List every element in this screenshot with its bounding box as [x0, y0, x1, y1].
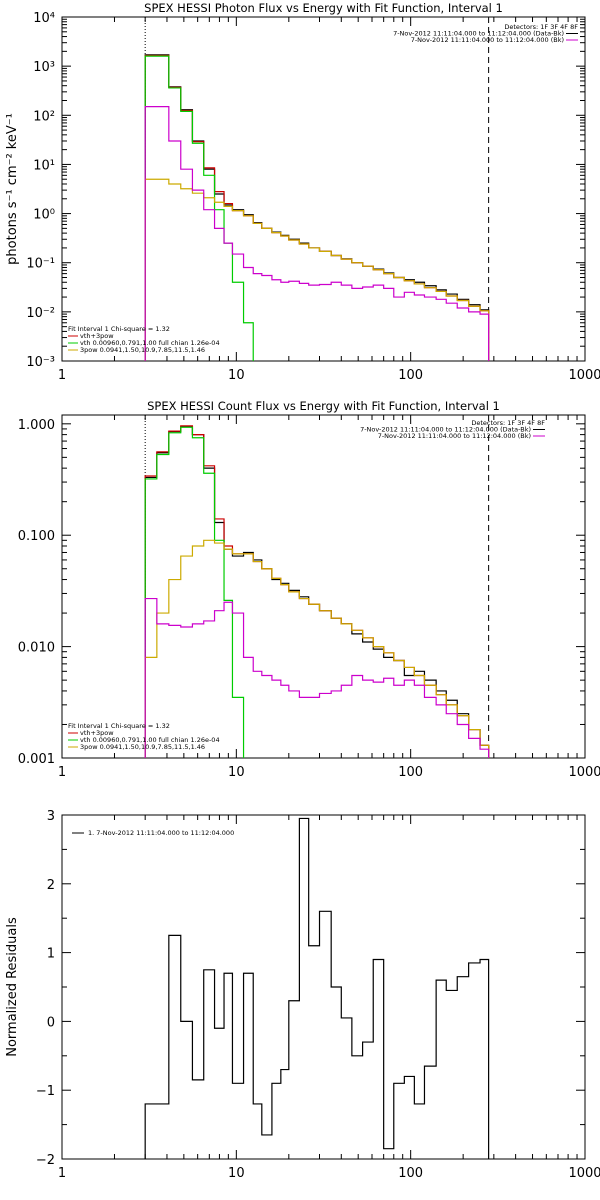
- y-tick-label: −1: [36, 1084, 55, 1099]
- x-tick-label: 100: [398, 1166, 423, 1181]
- series-vth-3pow: [144, 425, 490, 758]
- x-tick-label: 100: [398, 765, 423, 780]
- legend-bottom-left-entry: vth+3pow: [80, 332, 114, 340]
- legend-top-right-entry: Detectors: 1F 3F 4F 8F: [471, 419, 545, 427]
- series-data-bk: [144, 425, 490, 758]
- legend-bottom-left-entry: 3pow 0.0941,1.50,10.9,7.85,11.5,1.46: [80, 346, 205, 354]
- y-tick-label: 10⁴: [33, 11, 55, 26]
- plot-frame: [61, 414, 586, 759]
- x-tick-label: 1000: [568, 1166, 600, 1181]
- legend-top-right-entry: 7-Nov-2012 11:11:04.000 to 11:12:04.000 …: [360, 426, 531, 434]
- y-tick-label: 1: [47, 947, 55, 962]
- y-tick-label: −2: [36, 1153, 55, 1168]
- series-vth: [144, 55, 254, 361]
- legend-top-right-entry: 7-Nov-2012 11:11:04.000 to 11:12:04.000 …: [393, 30, 564, 38]
- legend-bottom-left-entry: Fit Interval 1 Chi-square = 1.32: [68, 325, 170, 333]
- chart-title: SPEX HESSI Count Flux vs Energy with Fit…: [147, 399, 500, 413]
- series-vth-3pow: [144, 54, 490, 361]
- y-tick-label: 10⁻²: [26, 306, 55, 321]
- x-tick-label: 1: [58, 368, 66, 383]
- y-tick-label: 10⁻³: [26, 355, 55, 370]
- series-bk: [144, 597, 490, 758]
- series-bk: [144, 106, 490, 361]
- x-tick-label: 1: [58, 1166, 66, 1181]
- series-3pow: [144, 178, 490, 361]
- series-data-bk: [144, 54, 490, 361]
- legend-bottom-left-entry: 3pow 0.0941,1.50,10.9,7.85,11.5,1.46: [80, 743, 205, 751]
- x-tick-label: 1000: [568, 368, 600, 383]
- chart-title: SPEX HESSI Photon Flux vs Energy with Fi…: [144, 1, 503, 15]
- series-vth: [144, 426, 245, 758]
- plot-frame: [61, 814, 586, 1160]
- y-tick-label: 3: [47, 809, 55, 824]
- series-3pow: [144, 539, 490, 758]
- y-tick-label: 10¹: [33, 158, 55, 173]
- y-tick-label: 1.000: [18, 418, 55, 433]
- series-1-7-nov-2012-11-11-04-000-to-11-12-04-000: [144, 817, 490, 1159]
- legend-top-left-entry: 1. 7-Nov-2012 11:11:04.000 to 11:12:04.0…: [88, 829, 234, 837]
- legend-top-right-entry: 7-Nov-2012 11:11:04.000 to 11:12:04.000 …: [378, 432, 531, 440]
- y-axis-label: photons s⁻¹ cm⁻² keV⁻¹: [5, 113, 20, 265]
- y-tick-label: 0.001: [18, 752, 55, 767]
- y-tick-label: 0.100: [18, 529, 55, 544]
- legend-top-right-entry: Detectors: 1F 3F 4F 8F: [504, 23, 578, 31]
- x-tick-label: 10: [228, 1166, 245, 1181]
- x-tick-label: 10: [228, 765, 245, 780]
- y-tick-label: 10⁰: [33, 208, 55, 223]
- y-axis-label: Normalized Residuals: [5, 917, 20, 1057]
- photon-flux-plot: SPEX HESSI Photon Flux vs Energy with Fi…: [5, 1, 600, 383]
- legend-bottom-left-entry: Fit Interval 1 Chi-square = 1.32: [68, 722, 170, 730]
- plot-frame: [61, 16, 586, 362]
- x-tick-label: 1000: [568, 765, 600, 780]
- residuals-plot: 1 10 100 1000 −2 −1 0 1 2 3 Normalized Residuals 1.…: [5, 809, 600, 1181]
- y-tick-label: 10⁻¹: [26, 257, 55, 272]
- x-tick-label: 1: [58, 765, 66, 780]
- y-tick-label: 2: [47, 878, 55, 893]
- x-tick-label: 10: [228, 368, 245, 383]
- y-tick-label: 0: [47, 1015, 55, 1030]
- legend-bottom-left-entry: vth 0.00960,0.791,1.00 full chian 1.26e-…: [80, 339, 220, 347]
- y-tick-label: 10³: [33, 60, 55, 75]
- legend-top-right-entry: 7-Nov-2012 11:11:04.000 to 11:12:04.000 …: [411, 36, 564, 44]
- y-tick-label: 0.010: [18, 641, 55, 656]
- count-flux-plot: SPEX HESSI Count Flux vs Energy with Fit…: [18, 399, 600, 780]
- x-tick-label: 100: [398, 368, 423, 383]
- legend-bottom-left-entry: vth 0.00960,0.791,1.00 full chian 1.26e-…: [80, 736, 220, 744]
- legend-bottom-left-entry: vth+3pow: [80, 729, 114, 737]
- y-tick-label: 10²: [33, 109, 55, 124]
